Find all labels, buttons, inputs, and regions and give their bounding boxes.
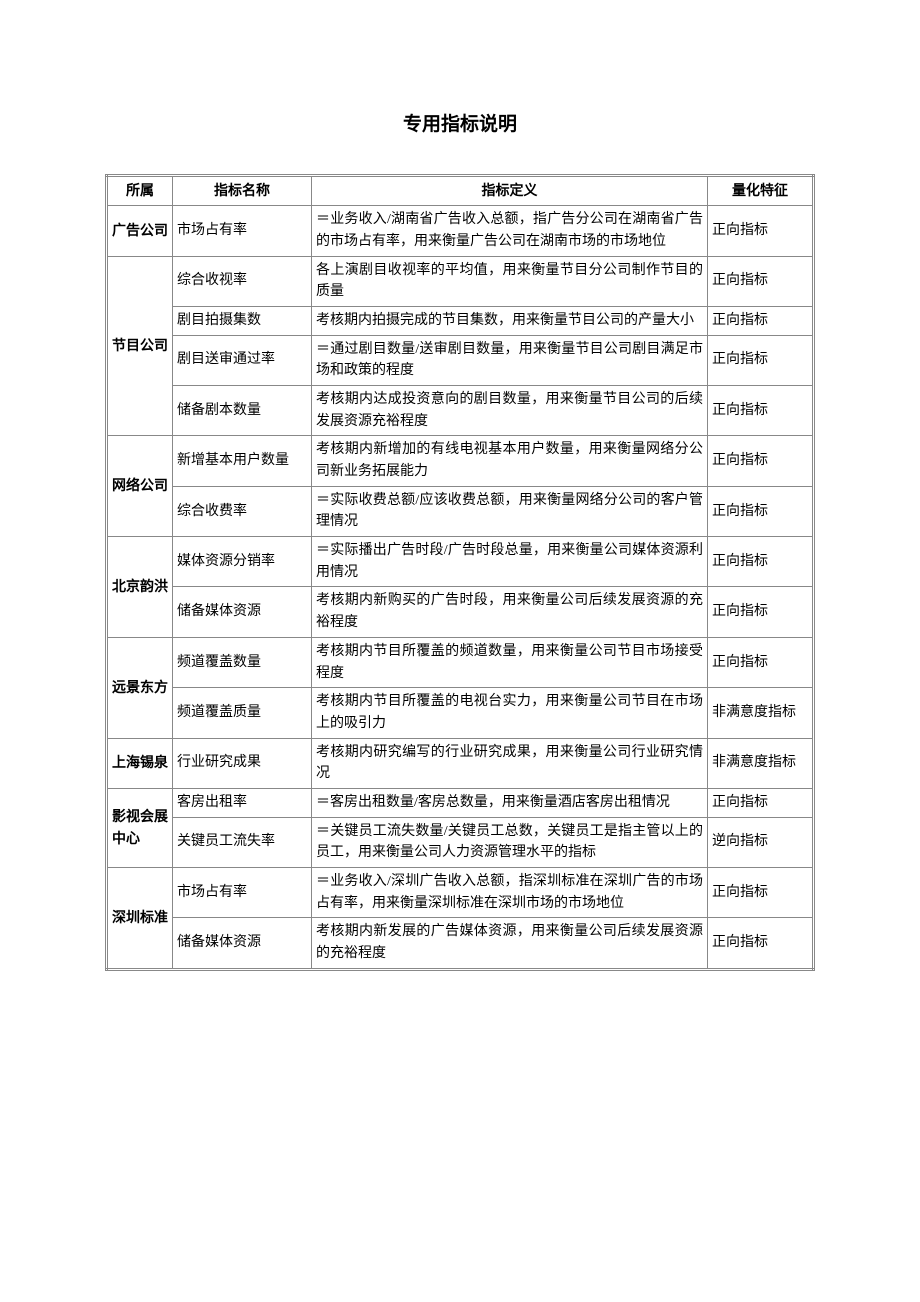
table-row: 剧目送审通过率＝通过剧目数量/送审剧目数量，用来衡量节目公司剧目满足市场和政策的… (107, 335, 814, 385)
indicator-type-cell: 正向指标 (708, 335, 814, 385)
table-row: 广告公司市场占有率＝业务收入/湖南省广告收入总额，指广告分公司在湖南省广告的市场… (107, 206, 814, 256)
indicator-type-cell: 正向指标 (708, 256, 814, 306)
indicator-name-cell: 关键员工流失率 (173, 817, 312, 867)
indicator-type-cell: 正向指标 (708, 206, 814, 256)
table-row: 北京韵洪媒体资源分销率＝实际播出广告时段/广告时段总量，用来衡量公司媒体资源利用… (107, 537, 814, 587)
indicator-name-cell: 频道覆盖质量 (173, 688, 312, 738)
indicator-def-cell: ＝客房出租数量/客房总数量，用来衡量酒店客房出租情况 (312, 788, 708, 817)
indicator-name-cell: 储备媒体资源 (173, 587, 312, 637)
table-row: 上海锡泉行业研究成果考核期内研究编写的行业研究成果，用来衡量公司行业研究情况非满… (107, 738, 814, 788)
indicator-def-cell: 考核期内新发展的广告媒体资源，用来衡量公司后续发展资源的充裕程度 (312, 918, 708, 969)
table-row: 深圳标准市场占有率＝业务收入/深圳广告收入总额，指深圳标准在深圳广告的市场占有率… (107, 868, 814, 918)
table-row: 关键员工流失率＝关键员工流失数量/关键员工总数，关键员工是指主管以上的员工，用来… (107, 817, 814, 867)
indicator-type-cell: 正向指标 (708, 537, 814, 587)
indicator-def-cell: ＝业务收入/湖南省广告收入总额，指广告分公司在湖南省广告的市场占有率，用来衡量广… (312, 206, 708, 256)
indicator-table: 所属 指标名称 指标定义 量化特征 广告公司市场占有率＝业务收入/湖南省广告收入… (105, 174, 815, 970)
indicator-type-cell: 正向指标 (708, 868, 814, 918)
table-row: 影视会展中心客房出租率＝客房出租数量/客房总数量，用来衡量酒店客房出租情况正向指… (107, 788, 814, 817)
indicator-type-cell: 正向指标 (708, 587, 814, 637)
table-row: 综合收费率＝实际收费总额/应该收费总额，用来衡量网络分公司的客户管理情况正向指标 (107, 486, 814, 536)
group-cell: 影视会展中心 (107, 788, 173, 867)
header-row: 所属 指标名称 指标定义 量化特征 (107, 176, 814, 206)
indicator-def-cell: ＝业务收入/深圳广告收入总额，指深圳标准在深圳广告的市场占有率，用来衡量深圳标准… (312, 868, 708, 918)
indicator-name-cell: 储备剧本数量 (173, 385, 312, 435)
col-group-header: 所属 (107, 176, 173, 206)
group-cell: 远景东方 (107, 637, 173, 738)
indicator-def-cell: 考核期内新购买的广告时段，用来衡量公司后续发展资源的充裕程度 (312, 587, 708, 637)
indicator-type-cell: 正向指标 (708, 788, 814, 817)
indicator-def-cell: 考核期内节目所覆盖的频道数量，用来衡量公司节目市场接受程度 (312, 637, 708, 687)
indicator-type-cell: 非满意度指标 (708, 688, 814, 738)
indicator-type-cell: 正向指标 (708, 436, 814, 486)
indicator-type-cell: 非满意度指标 (708, 738, 814, 788)
group-cell: 网络公司 (107, 436, 173, 537)
indicator-def-cell: 考核期内拍摄完成的节目集数，用来衡量节目公司的产量大小 (312, 306, 708, 335)
col-def-header: 指标定义 (312, 176, 708, 206)
indicator-type-cell: 正向指标 (708, 918, 814, 969)
indicator-name-cell: 综合收视率 (173, 256, 312, 306)
indicator-def-cell: ＝实际收费总额/应该收费总额，用来衡量网络分公司的客户管理情况 (312, 486, 708, 536)
indicator-def-cell: ＝通过剧目数量/送审剧目数量，用来衡量节目公司剧目满足市场和政策的程度 (312, 335, 708, 385)
page-title: 专用指标说明 (105, 110, 815, 139)
indicator-name-cell: 新增基本用户数量 (173, 436, 312, 486)
table-row: 远景东方频道覆盖数量考核期内节目所覆盖的频道数量，用来衡量公司节目市场接受程度正… (107, 637, 814, 687)
indicator-type-cell: 正向指标 (708, 486, 814, 536)
indicator-def-cell: ＝关键员工流失数量/关键员工总数，关键员工是指主管以上的员工，用来衡量公司人力资… (312, 817, 708, 867)
table-row: 剧目拍摄集数考核期内拍摄完成的节目集数，用来衡量节目公司的产量大小正向指标 (107, 306, 814, 335)
indicator-name-cell: 剧目拍摄集数 (173, 306, 312, 335)
indicator-name-cell: 剧目送审通过率 (173, 335, 312, 385)
table-row: 储备媒体资源考核期内新发展的广告媒体资源，用来衡量公司后续发展资源的充裕程度正向… (107, 918, 814, 969)
indicator-def-cell: 考核期内新增加的有线电视基本用户数量，用来衡量网络分公司新业务拓展能力 (312, 436, 708, 486)
indicator-def-cell: ＝实际播出广告时段/广告时段总量，用来衡量公司媒体资源利用情况 (312, 537, 708, 587)
indicator-name-cell: 市场占有率 (173, 868, 312, 918)
group-cell: 深圳标准 (107, 868, 173, 970)
indicator-name-cell: 储备媒体资源 (173, 918, 312, 969)
indicator-type-cell: 逆向指标 (708, 817, 814, 867)
indicator-def-cell: 考核期内节目所覆盖的电视台实力，用来衡量公司节目在市场上的吸引力 (312, 688, 708, 738)
col-name-header: 指标名称 (173, 176, 312, 206)
indicator-name-cell: 媒体资源分销率 (173, 537, 312, 587)
table-row: 储备剧本数量考核期内达成投资意向的剧目数量，用来衡量节目公司的后续发展资源充裕程… (107, 385, 814, 435)
indicator-name-cell: 行业研究成果 (173, 738, 312, 788)
table-body: 广告公司市场占有率＝业务收入/湖南省广告收入总额，指广告分公司在湖南省广告的市场… (107, 206, 814, 970)
table-row: 网络公司新增基本用户数量考核期内新增加的有线电视基本用户数量，用来衡量网络分公司… (107, 436, 814, 486)
indicator-type-cell: 正向指标 (708, 306, 814, 335)
indicator-def-cell: 各上演剧目收视率的平均值，用来衡量节目分公司制作节目的质量 (312, 256, 708, 306)
indicator-name-cell: 综合收费率 (173, 486, 312, 536)
indicator-def-cell: 考核期内研究编写的行业研究成果，用来衡量公司行业研究情况 (312, 738, 708, 788)
indicator-type-cell: 正向指标 (708, 385, 814, 435)
group-cell: 上海锡泉 (107, 738, 173, 788)
table-row: 储备媒体资源考核期内新购买的广告时段，用来衡量公司后续发展资源的充裕程度正向指标 (107, 587, 814, 637)
table-row: 节目公司综合收视率各上演剧目收视率的平均值，用来衡量节目分公司制作节目的质量正向… (107, 256, 814, 306)
indicator-name-cell: 客房出租率 (173, 788, 312, 817)
table-row: 频道覆盖质量考核期内节目所覆盖的电视台实力，用来衡量公司节目在市场上的吸引力非满… (107, 688, 814, 738)
indicator-name-cell: 频道覆盖数量 (173, 637, 312, 687)
group-cell: 节目公司 (107, 256, 173, 436)
group-cell: 北京韵洪 (107, 537, 173, 638)
group-cell: 广告公司 (107, 206, 173, 256)
indicator-name-cell: 市场占有率 (173, 206, 312, 256)
indicator-type-cell: 正向指标 (708, 637, 814, 687)
col-type-header: 量化特征 (708, 176, 814, 206)
indicator-def-cell: 考核期内达成投资意向的剧目数量，用来衡量节目公司的后续发展资源充裕程度 (312, 385, 708, 435)
